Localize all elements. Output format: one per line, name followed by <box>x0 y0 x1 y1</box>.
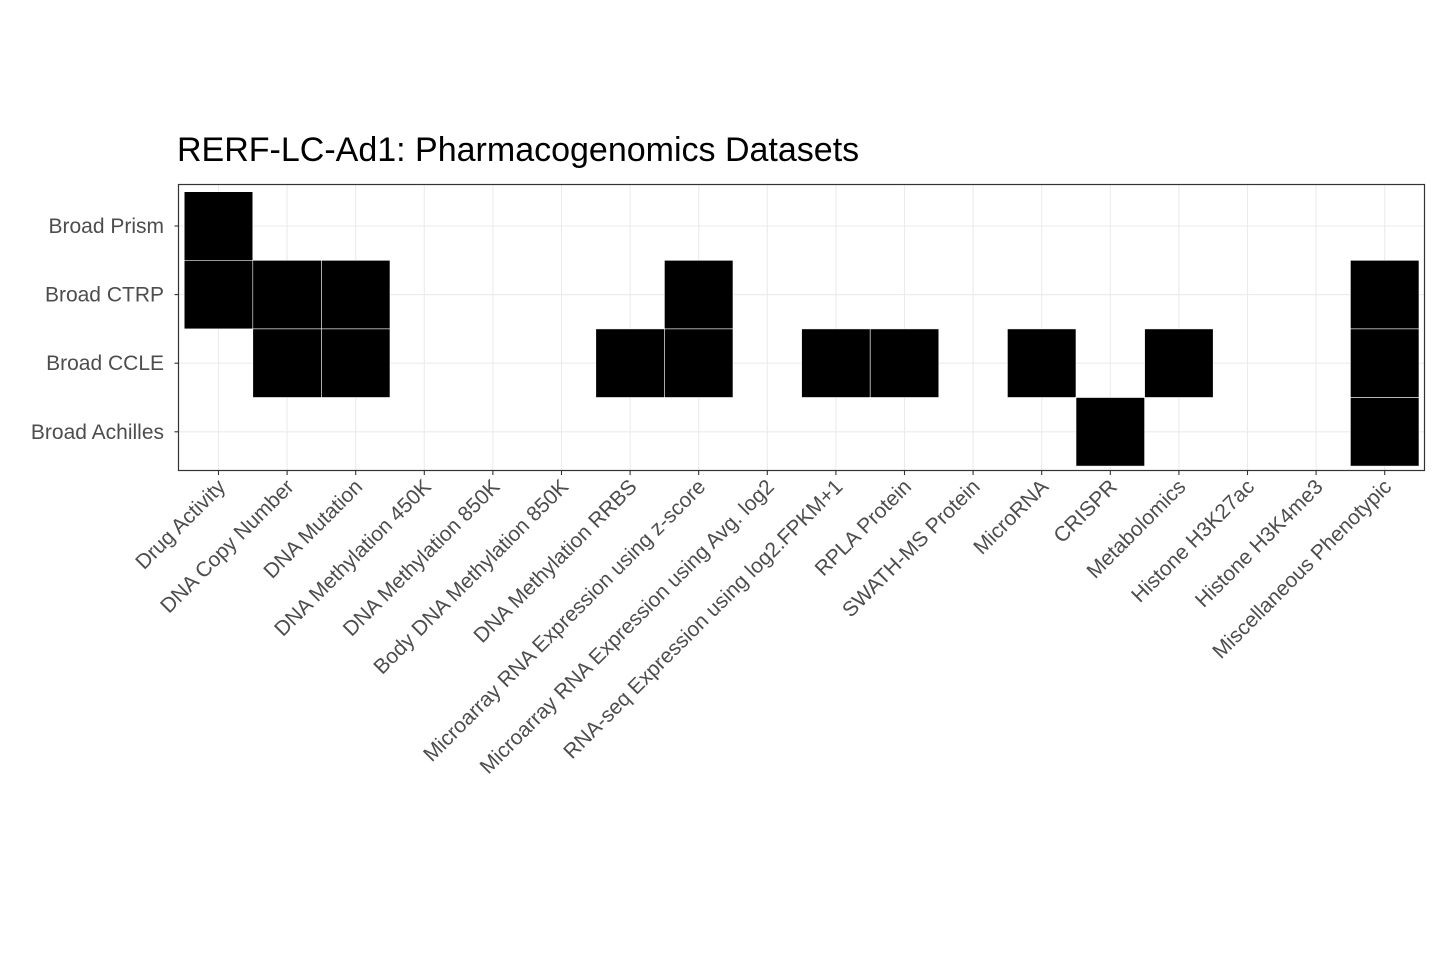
heatmap-cell <box>1350 397 1420 467</box>
x-tick-label: DNA Copy Number <box>156 475 299 618</box>
heatmap-cell <box>869 328 940 398</box>
heatmap-cell <box>321 328 391 398</box>
data-cells <box>183 191 1420 467</box>
x-tick-label: SWATH-MS Protein <box>838 475 985 622</box>
y-tick-label: Broad CCLE <box>46 352 164 375</box>
heatmap-cell <box>1350 328 1420 398</box>
heatmap-cell <box>321 259 391 330</box>
heatmap-cell <box>1350 259 1420 330</box>
y-axis-labels: Broad Prism Broad CTRP Broad CCLE Broad Ach… <box>31 215 179 444</box>
heatmap-cell <box>801 328 871 398</box>
heatmap-cell <box>595 328 665 398</box>
heatmap-cell <box>1075 397 1145 467</box>
y-tick-label: Broad Achilles <box>31 421 164 444</box>
heatmap-cell <box>252 328 322 398</box>
y-tick-label: Broad Prism <box>48 215 164 238</box>
panel-border <box>177 183 1426 472</box>
x-tick-label: MicroRNA <box>969 475 1053 559</box>
heatmap-cell <box>183 259 254 330</box>
heatmap-cell <box>183 191 254 261</box>
x-tick-label: Histone H3K27ac <box>1127 475 1259 607</box>
heatmap-cell <box>664 328 734 398</box>
x-tick-label: CRISPR <box>1049 475 1121 547</box>
y-tick-label: Broad CTRP <box>45 284 164 307</box>
heatmap-cell <box>1007 328 1077 398</box>
heatmap-cell <box>1144 328 1214 398</box>
heatmap-cell <box>664 259 734 330</box>
x-tick-label: Histone H3K4me3 <box>1191 475 1328 612</box>
chart-title: RERF-LC-Ad1: Pharmacogenomics Datasets <box>177 131 859 169</box>
heatmap-cell <box>252 259 322 330</box>
